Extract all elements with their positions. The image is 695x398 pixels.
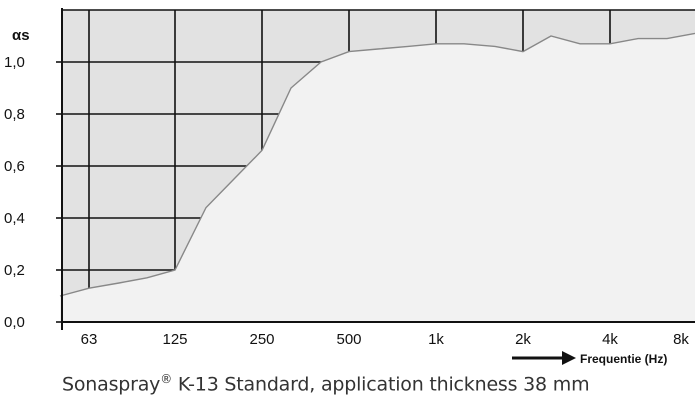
x-axis-label: Frequentie (Hz) — [580, 352, 667, 366]
chart-caption: Sonaspray® K-13 Standard, application th… — [62, 372, 590, 396]
absorption-chart: 0,0 0,2 0,4 0,6 0,8 1,0 63 125 250 500 1k 2k 4k 8k α… — [4, 8, 695, 366]
series-line — [59, 32, 695, 297]
x-tick-label: 4k — [602, 331, 618, 348]
absorption-series — [59, 32, 695, 322]
x-tick-label: 125 — [162, 331, 187, 348]
y-axis-label: αs — [12, 27, 30, 44]
x-tick-label: 1k — [428, 331, 444, 348]
y-tick-label: 1,0 — [4, 54, 25, 71]
y-tick-label: 0,2 — [4, 262, 25, 279]
x-tick-label: 250 — [249, 331, 274, 348]
x-axis-arrow-icon — [512, 351, 576, 365]
y-tick-label: 0,6 — [4, 158, 25, 175]
y-tick-label: 0,4 — [4, 210, 25, 227]
x-tick-label: 8k — [673, 331, 689, 348]
axes — [56, 8, 695, 330]
y-tick-labels: 0,0 0,2 0,4 0,6 0,8 1,0 — [4, 54, 25, 331]
x-tick-labels: 63 125 250 500 1k 2k 4k 8k — [81, 331, 690, 348]
x-tick-label: 2k — [515, 331, 531, 348]
x-tick-label: 500 — [336, 331, 361, 348]
y-tick-label: 0,8 — [4, 106, 25, 123]
area-under-curve — [59, 33, 695, 322]
caption-rest: K-13 Standard, application thickness 38 … — [172, 373, 590, 396]
registered-mark: ® — [160, 372, 173, 386]
y-tick-label: 0,0 — [4, 314, 25, 331]
x-tick-label: 63 — [81, 331, 98, 348]
caption-product: Sonaspray — [62, 373, 161, 396]
